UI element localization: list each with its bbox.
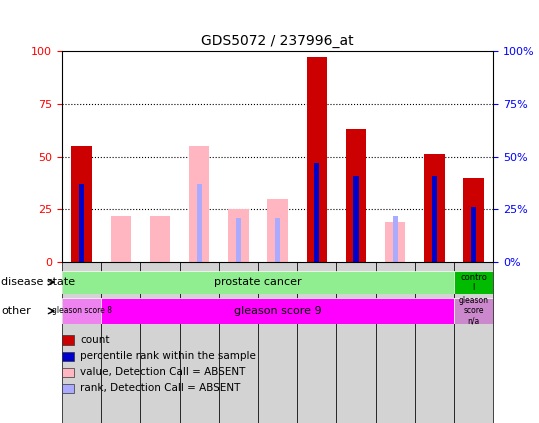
Bar (258, 262, 297, 423)
Bar (432, 176, 437, 262)
Bar (454, 262, 493, 423)
Bar (101, 262, 140, 423)
Text: value, Detection Call = ABSENT: value, Detection Call = ABSENT (80, 367, 246, 377)
Bar (179, 262, 219, 423)
Text: gleason
score
n/a: gleason score n/a (459, 296, 488, 326)
Bar (189, 146, 209, 262)
Bar (62, 335, 74, 345)
Bar (62, 298, 101, 324)
Text: count: count (80, 335, 110, 345)
Text: percentile rank within the sample: percentile rank within the sample (80, 351, 256, 361)
Text: disease state: disease state (1, 277, 75, 287)
Text: other: other (1, 306, 31, 316)
Bar (150, 216, 170, 262)
Bar (62, 352, 74, 361)
Bar (376, 262, 415, 423)
Bar (415, 262, 454, 423)
Bar (110, 216, 131, 262)
Bar (307, 57, 327, 262)
Bar (79, 184, 84, 262)
Bar (392, 216, 398, 262)
Bar (236, 218, 241, 262)
Title: GDS5072 / 237996_at: GDS5072 / 237996_at (201, 34, 354, 48)
Bar (471, 207, 476, 262)
Bar (219, 262, 258, 423)
Text: gleason score 9: gleason score 9 (234, 306, 321, 316)
Bar (454, 271, 493, 294)
Bar (464, 178, 484, 262)
Bar (454, 298, 493, 324)
Bar (228, 209, 248, 262)
Bar (267, 199, 288, 262)
Bar (197, 184, 202, 262)
Bar (346, 129, 366, 262)
Bar (71, 146, 92, 262)
Bar (140, 262, 179, 423)
Bar (62, 384, 74, 393)
Bar (314, 163, 319, 262)
Bar (297, 262, 336, 423)
Text: gleason score 8: gleason score 8 (52, 306, 112, 316)
Text: prostate cancer: prostate cancer (214, 277, 302, 287)
Bar (62, 368, 74, 377)
Bar (336, 262, 376, 423)
Bar (354, 176, 358, 262)
Bar (62, 262, 101, 423)
Text: contro
l: contro l (460, 273, 487, 292)
Bar (275, 218, 280, 262)
Bar (424, 154, 445, 262)
Text: rank, Detection Call = ABSENT: rank, Detection Call = ABSENT (80, 383, 241, 393)
Bar (385, 222, 405, 262)
Bar (101, 298, 454, 324)
